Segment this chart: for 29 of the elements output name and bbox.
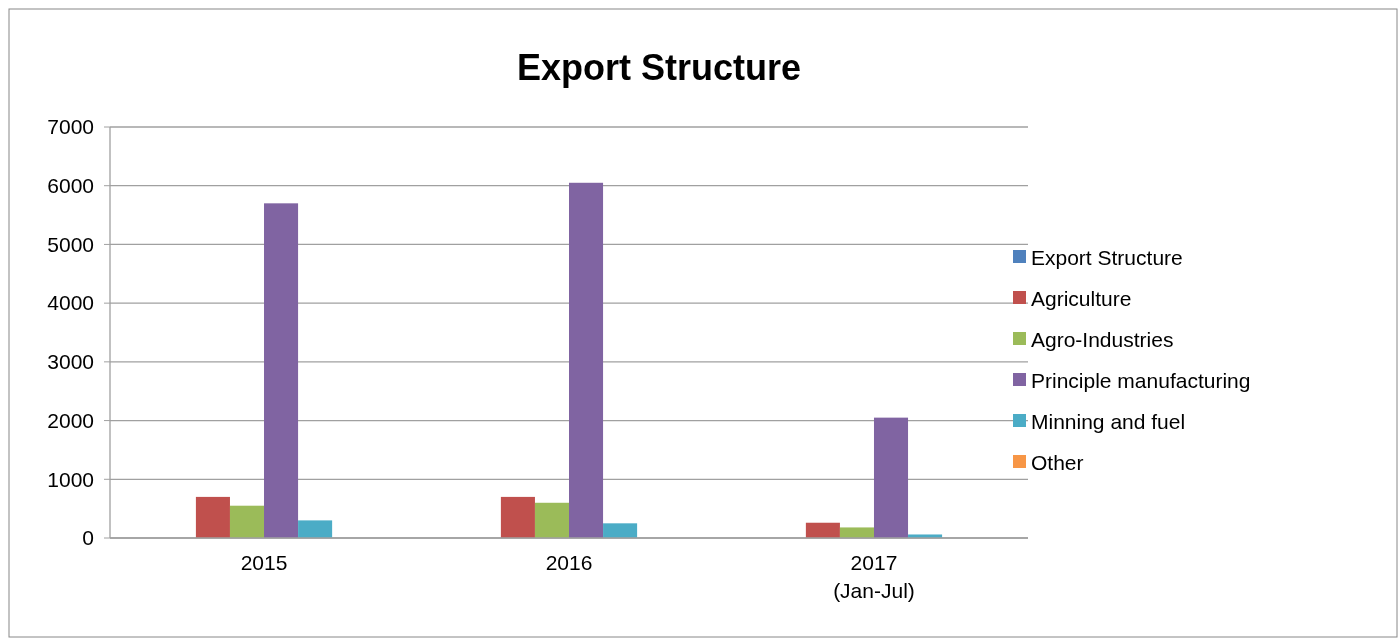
x-tick-label: 2015: [240, 551, 288, 574]
y-tick-label: 5000: [47, 232, 94, 256]
y-tick-label: 0: [82, 526, 94, 550]
legend-label: Principle manufacturing: [1031, 369, 1251, 393]
y-tick-label: 3000: [47, 350, 94, 374]
y-tick-label: 7000: [47, 115, 94, 139]
bar: [500, 496, 535, 538]
bar: [195, 496, 230, 538]
bar: [873, 417, 909, 538]
legend-label: Agro-Industries: [1031, 328, 1174, 352]
y-tick-label: 6000: [47, 174, 94, 198]
legend-label: Agriculture: [1031, 287, 1132, 311]
legend-label: Export Structure: [1031, 246, 1183, 270]
x-tick-label: 2016: [545, 551, 593, 574]
y-tick-label: 4000: [47, 291, 94, 315]
chart-title: Export Structure: [516, 47, 802, 88]
y-tick-label: 1000: [47, 467, 94, 491]
bar: [805, 522, 840, 538]
bar: [603, 523, 638, 538]
bar: [264, 203, 299, 538]
bar: [569, 182, 604, 538]
bar: [534, 502, 569, 538]
bar: [298, 520, 333, 538]
legend-label: Other: [1031, 451, 1084, 475]
legend-label: Minning and fuel: [1031, 410, 1186, 434]
x-tick-label: 2017 (Jan-Jul): [833, 551, 915, 602]
bar: [229, 505, 265, 538]
bar: [839, 527, 874, 538]
y-tick-label: 2000: [47, 408, 94, 432]
